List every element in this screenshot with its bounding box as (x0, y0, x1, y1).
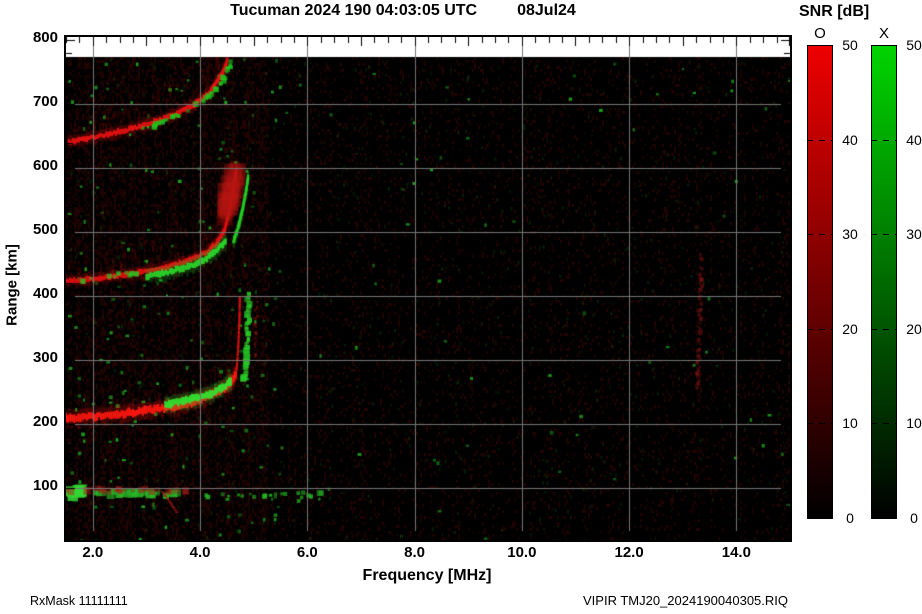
x-colorbar-tick-mark (871, 234, 897, 236)
y-tick-label: 800 (32, 29, 58, 47)
o-colorbar-tick-label: 10 (842, 415, 858, 432)
y-tick-label: 600 (32, 157, 58, 175)
x-colorbar-tick-label: 50 (906, 37, 922, 53)
o-colorbar-tick-label: 40 (842, 131, 858, 148)
y-tick-label: 700 (32, 93, 58, 111)
o-colorbar-tick-label: 30 (842, 226, 858, 243)
o-colorbar-tick-mark (807, 328, 833, 330)
o-mode-label: O (814, 25, 826, 42)
o-colorbar-tick-mark (807, 234, 833, 236)
o-colorbar-tick-label: 20 (842, 320, 858, 337)
plot-title: Tucuman 2024 190 04:03:05 UTC (230, 2, 478, 19)
ionogram-heatmap (66, 37, 790, 540)
x-colorbar-tick-label: 10 (906, 415, 922, 432)
o-colorbar-tick-mark (807, 139, 833, 141)
plot-date: 08Jul24 (517, 2, 576, 19)
rxmask-label: RxMask 11111111 (30, 594, 128, 608)
x-mode-colorbar (871, 45, 897, 519)
x-tick-label: 4.0 (189, 544, 211, 561)
x-colorbar-tick-mark (871, 328, 897, 330)
y-tick-label: 500 (32, 221, 58, 239)
x-tick-label: 10.0 (507, 544, 537, 561)
x-tick-label: 12.0 (614, 544, 644, 561)
x-tick-label: 14.0 (721, 544, 751, 561)
y-tick-label: 200 (32, 413, 58, 431)
colorbar-title: SNR [dB] (799, 3, 870, 20)
plot-area (64, 35, 792, 542)
x-tick-label: 6.0 (296, 544, 318, 561)
y-tick-label: 300 (32, 349, 58, 367)
x-colorbar-tick-label: 40 (906, 131, 922, 148)
file-name-label: VIPIR TMJ20_2024190040305.RIQ (583, 593, 789, 608)
o-colorbar-tick-mark (807, 423, 833, 425)
title-row: Tucuman 2024 190 04:03:05 UTC 08Jul24 (40, 2, 766, 20)
x-axis-label: Frequency [MHz] (362, 567, 492, 584)
o-mode-colorbar (807, 45, 833, 519)
x-colorbar-tick-mark (871, 423, 897, 425)
x-colorbar-tick-label: 20 (906, 320, 922, 337)
x-colorbar-tick-label: 0 (910, 510, 918, 526)
y-tick-label: 400 (32, 285, 58, 303)
x-colorbar-tick-label: 30 (906, 226, 922, 243)
x-colorbar-tick-mark (871, 139, 897, 141)
x-tick-label: 2.0 (82, 544, 104, 561)
o-colorbar-tick-label: 0 (846, 510, 854, 526)
y-tick-label: 100 (32, 477, 58, 495)
x-mode-label: X (878, 25, 889, 42)
x-tick-label: 8.0 (404, 544, 425, 561)
o-colorbar-tick-label: 50 (842, 37, 858, 53)
